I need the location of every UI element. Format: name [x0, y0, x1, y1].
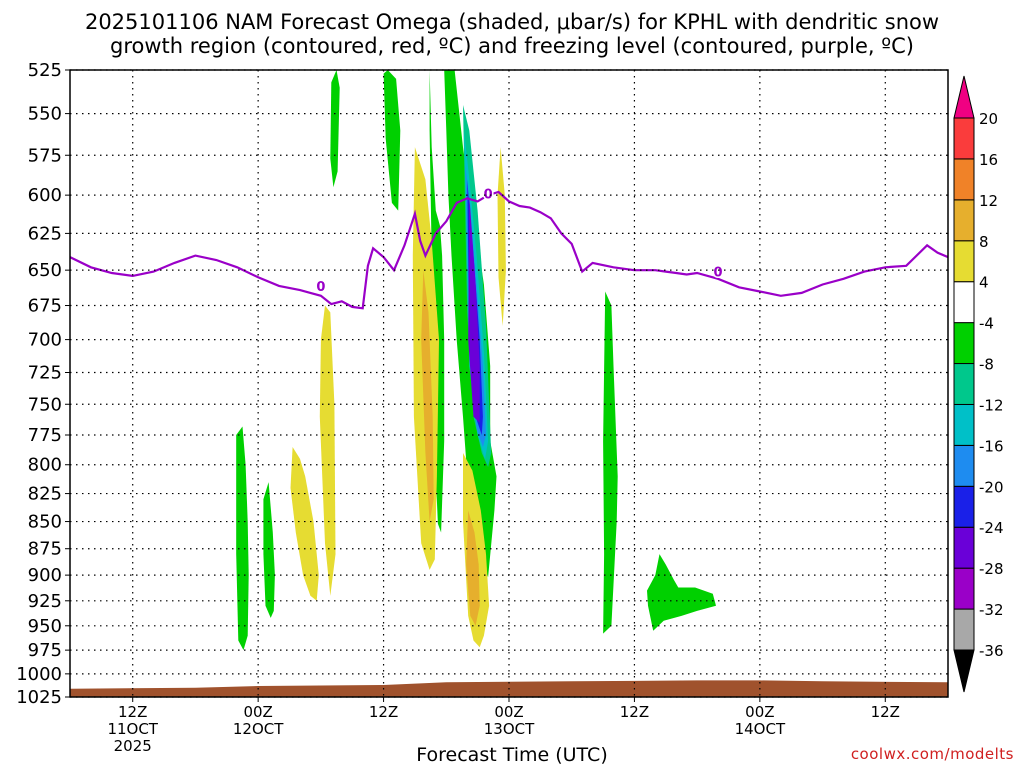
y-tick-label-900: 900 — [28, 565, 62, 586]
y-tick-label-800: 800 — [28, 455, 62, 476]
x-tick-label-3: 00Z — [494, 703, 523, 721]
x-tick-date-0: 11OCT — [107, 720, 158, 738]
y-tick-label-525: 525 — [28, 60, 62, 81]
omega-region-12 — [468, 195, 480, 423]
omega-region-6 — [236, 426, 249, 651]
colorbar-label--8: -8 — [979, 356, 994, 374]
colorbar-label--24: -24 — [979, 519, 1004, 537]
colorbar-box-0 — [953, 608, 975, 651]
omega-region-2 — [429, 70, 445, 533]
x-tick-year-0: 2025 — [114, 737, 152, 755]
x-tick-label-2: 12Z — [369, 703, 398, 721]
colorbar-box-4 — [953, 444, 975, 487]
x-tick-label-1: 00Z — [243, 703, 272, 721]
colorbar-label-8: 8 — [979, 233, 989, 251]
colorbar-label--20: -20 — [979, 478, 1004, 496]
y-tick-label-625: 625 — [28, 223, 62, 244]
y-tick-label-975: 975 — [28, 640, 62, 661]
colorbar-box-9 — [953, 240, 975, 283]
x-tick-date-3: 13OCT — [484, 720, 535, 738]
credit-link[interactable]: coolwx.com/modelts — [850, 745, 1014, 763]
colorbar-box-2 — [953, 526, 975, 569]
x-tick-date-5: 14OCT — [735, 720, 786, 738]
y-tick-label-775: 775 — [28, 425, 62, 446]
omega-region-0 — [383, 70, 401, 211]
omega-region-5 — [647, 554, 716, 631]
colorbar-box-8 — [953, 281, 975, 324]
omega-region-17 — [319, 305, 336, 596]
x-tick-date-1: 12OCT — [233, 720, 284, 738]
x-tick-label-5: 00Z — [745, 703, 774, 721]
y-tick-label-950: 950 — [28, 616, 62, 637]
y-tick-label-700: 700 — [28, 330, 62, 351]
colorbar-label--28: -28 — [979, 560, 1004, 578]
omega-region-16 — [290, 447, 319, 601]
colorbar-box-3 — [953, 485, 975, 528]
y-tick-label-850: 850 — [28, 512, 62, 533]
y-tick-label-550: 550 — [28, 104, 62, 125]
x-tick-label-4: 12Z — [620, 703, 649, 721]
colorbar-box-1 — [953, 567, 975, 610]
y-tick-label-825: 825 — [28, 484, 62, 505]
colorbar-box-11 — [953, 158, 975, 201]
omega-region-7 — [263, 482, 275, 618]
colorbar-label--12: -12 — [979, 396, 1004, 414]
colorbar-label--32: -32 — [979, 601, 1004, 619]
y-tick-label-1000: 1000 — [16, 664, 62, 685]
y-tick-label-750: 750 — [28, 394, 62, 415]
x-tick-label-0: 12Z — [118, 703, 147, 721]
y-tick-label-600: 600 — [28, 185, 62, 206]
colorbar-box-5 — [953, 403, 975, 446]
y-tick-label-575: 575 — [28, 145, 62, 166]
y-tick-label-725: 725 — [28, 362, 62, 383]
y-tick-label-675: 675 — [28, 296, 62, 317]
x-axis-title: Forecast Time (UTC) — [416, 744, 608, 766]
freezing-level-line — [70, 190, 948, 310]
colorbar-box-12 — [953, 117, 975, 160]
freezing-level-label-1: 0 — [484, 188, 493, 203]
colorbar-top-arrow — [953, 75, 975, 119]
colorbar-label-4: 4 — [979, 274, 989, 292]
colorbar-bottom-arrow — [953, 649, 975, 693]
y-tick-label-875: 875 — [28, 539, 62, 560]
colorbar-label--36: -36 — [979, 642, 1004, 660]
x-tick-label-6: 12Z — [871, 703, 900, 721]
y-tick-label-1025: 1025 — [16, 687, 62, 708]
omega-region-1 — [330, 70, 340, 188]
omega-region-4 — [603, 291, 618, 634]
colorbar-label--16: -16 — [979, 437, 1004, 455]
colorbar-box-7 — [953, 322, 975, 365]
freezing-level-label-0: 0 — [316, 280, 325, 295]
plot-frame — [69, 69, 949, 698]
colorbar-label-16: 16 — [979, 151, 998, 169]
chart-title-line2: growth region (contoured, red, ºC) and f… — [110, 34, 914, 58]
colorbar-box-6 — [953, 363, 975, 405]
chart-title-line1: 2025101106 NAM Forecast Omega (shaded, μ… — [84, 10, 940, 34]
colorbar-label-20: 20 — [979, 110, 998, 128]
omega-region-18 — [421, 270, 434, 522]
freezing-level-label-2: 0 — [714, 266, 723, 281]
colorbar-label--4: -4 — [979, 315, 994, 333]
colorbar-label-12: 12 — [979, 192, 998, 210]
y-tick-label-650: 650 — [28, 260, 62, 281]
y-tick-label-925: 925 — [28, 591, 62, 612]
omega-region-19 — [466, 510, 480, 626]
colorbar-box-10 — [953, 199, 975, 242]
